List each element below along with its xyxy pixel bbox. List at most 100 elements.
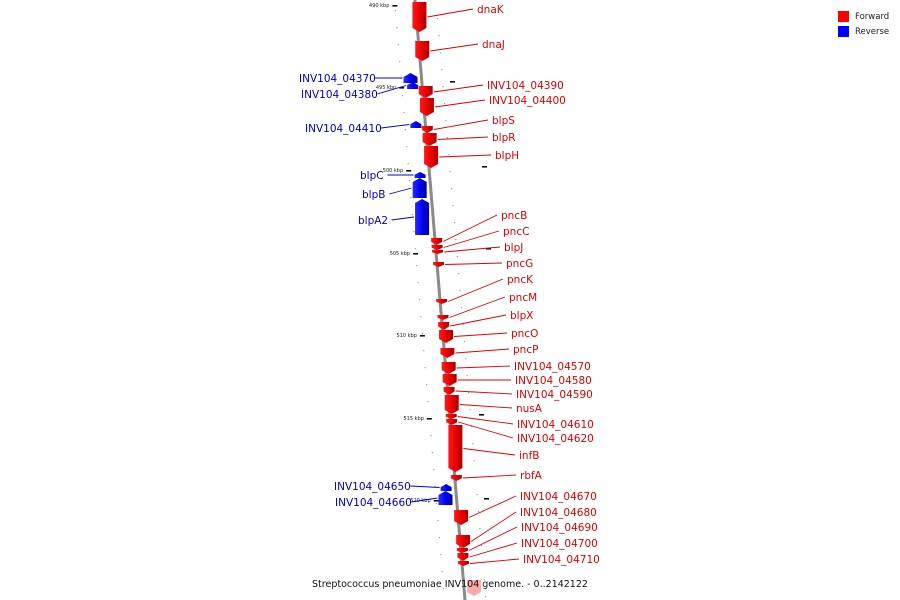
gene-label-pncK[interactable]: pncK [507,274,534,286]
gene-arrow-pncC[interactable] [431,245,443,250]
legend-swatch-forward [838,11,849,22]
gene-label-INV104_04580[interactable]: INV104_04580 [515,375,592,387]
gene-label-INV104_04690[interactable]: INV104_04690 [521,522,598,534]
leader-line [430,43,479,52]
gene-arrow-INV104_04700[interactable] [457,553,469,561]
gene-arrow-INV104_04660[interactable] [438,491,453,505]
feature-tick [450,81,455,83]
kbp-tick [392,5,398,7]
gene-arrow-INV104_04620[interactable] [446,419,458,425]
gene-label-dnaK[interactable]: dnaK [477,4,505,16]
gene-label-INV104_04380[interactable]: INV104_04380 [301,89,378,101]
gene-label-pncC[interactable]: pncC [503,226,529,238]
gene-arrow-INV104_04410[interactable] [410,121,422,128]
gene-arrow-pncP[interactable] [440,348,455,358]
gene-arrow-pncM[interactable] [437,315,449,320]
gene-label-pncO[interactable]: pncO [511,328,538,340]
leader-line [455,348,510,354]
gene-label-blpA2[interactable]: blpA2 [358,215,388,227]
gene-label-blpX[interactable]: blpX [510,310,533,322]
gene-label-INV104_04660[interactable]: INV104_04660 [335,497,412,509]
gene-label-pncB[interactable]: pncB [501,210,527,222]
kbp-label: 505 kbp [390,251,410,257]
gene-arrow-INV104_04650[interactable] [440,484,452,491]
gene-arrow-pncG[interactable] [433,262,445,267]
gene-arrow-blpC[interactable] [414,172,426,178]
gene-arrow-INV104_04370[interactable] [403,73,418,83]
kbp-tick [413,253,419,255]
gene-arrow-blpH[interactable] [424,146,439,168]
gene-arrow-INV104_04570[interactable] [441,362,456,374]
map-caption: Streptococcus pneumoniae INV104 genome. … [312,579,588,590]
gene-label-INV104_04410[interactable]: INV104_04410 [305,123,382,135]
gene-arrow-blpB[interactable] [412,178,427,198]
gene-label-blpR[interactable]: blpR [492,132,516,144]
gene-label-INV104_04680[interactable]: INV104_04680 [520,507,597,519]
feature-tick [486,248,491,250]
gene-label-INV104_04590[interactable]: INV104_04590 [516,389,593,401]
gene-label-blpH[interactable]: blpH [495,150,519,162]
gene-arrow-infB[interactable] [448,425,463,472]
gene-label-INV104_04650[interactable]: INV104_04650 [334,481,411,493]
gene-arrow-INV104_04580[interactable] [442,374,457,386]
gene-arrow-pncK[interactable] [436,299,448,304]
gene-arrow-pncB[interactable] [431,238,443,245]
gene-label-INV104_04370[interactable]: INV104_04370 [299,73,376,85]
gene-arrow-INV104_04670[interactable] [454,510,469,525]
gene-label-INV104_04620[interactable]: INV104_04620 [517,433,594,445]
gene-label-dnaJ[interactable]: dnaJ [482,39,505,51]
kbp-tick [433,500,439,502]
gene-arrow-INV104_04400[interactable] [419,98,434,116]
gene-arrow-INV104_04590[interactable] [443,387,455,395]
gene-arrow-blpA2[interactable] [415,199,430,235]
kbp-tick [399,87,405,89]
gene-label-blpC[interactable]: blpC [360,170,384,182]
gene-label-pncM[interactable]: pncM [509,292,537,304]
gene-arrow-nusA[interactable] [444,395,459,414]
feature-tick [484,498,489,500]
gene-arrow-INV104_04380[interactable] [407,82,419,89]
gene-arrow-dnaK[interactable] [412,2,427,32]
gene-arrow-INV104_04710[interactable] [457,561,469,566]
gene-arrow-dnaJ[interactable] [415,41,430,61]
gene-label-INV104_04390[interactable]: INV104_04390 [487,80,564,92]
gene-arrow-INV104_04390[interactable] [418,86,433,98]
gene-features: dnaK dnaJ INV104_04370 INV104_04380 INV104_0… [299,2,600,596]
leader-line [449,296,506,318]
gene-label-INV104_04400[interactable]: INV104_04400 [489,95,566,107]
gene-label-nusA[interactable]: nusA [516,403,543,415]
gene-arrow-blpJ[interactable] [432,250,443,254]
gene-arrow-blpX[interactable] [438,322,450,330]
leader-line [437,136,489,140]
leader-line [450,314,507,327]
leader-line [381,124,410,129]
kbp-label: 495 kbp [376,85,396,91]
gene-label-INV104_04710[interactable]: INV104_04710 [523,554,600,566]
gene-label-rbfA[interactable]: rbfA [520,470,543,482]
gene-label-pncP[interactable]: pncP [513,344,538,356]
gene-arrow-blpR[interactable] [422,133,437,146]
gene-arrow-pncO[interactable] [439,330,454,343]
gene-label-INV104_04610[interactable]: INV104_04610 [517,419,594,431]
gene-arrow-partial [467,580,481,596]
gene-label-blpJ[interactable]: blpJ [504,242,523,254]
gene-label-blpS[interactable]: blpS [492,115,515,127]
legend: Forward Reverse [838,9,889,39]
gene-arrow-INV104_04690[interactable] [456,548,468,553]
gene-arrow-rbfA[interactable] [450,475,462,481]
gene-label-INV104_04700[interactable]: INV104_04700 [521,538,598,550]
gene-label-pncG[interactable]: pncG [506,258,533,270]
gene-arrow-INV104_04680[interactable] [456,535,471,548]
leader-line [463,448,516,456]
gene-arrow-INV104_04610[interactable] [445,414,457,419]
leader-line [459,404,513,409]
gene-label-infB[interactable]: infB [519,450,539,462]
leader-line [410,485,440,488]
leader-line [443,246,501,253]
gene-label-blpB[interactable]: blpB [362,189,385,201]
gene-label-INV104_04670[interactable]: INV104_04670 [520,491,597,503]
leader-line [447,278,504,302]
gene-label-INV104_04570[interactable]: INV104_04570 [514,361,591,373]
gene-arrow-blpS[interactable] [421,126,433,133]
